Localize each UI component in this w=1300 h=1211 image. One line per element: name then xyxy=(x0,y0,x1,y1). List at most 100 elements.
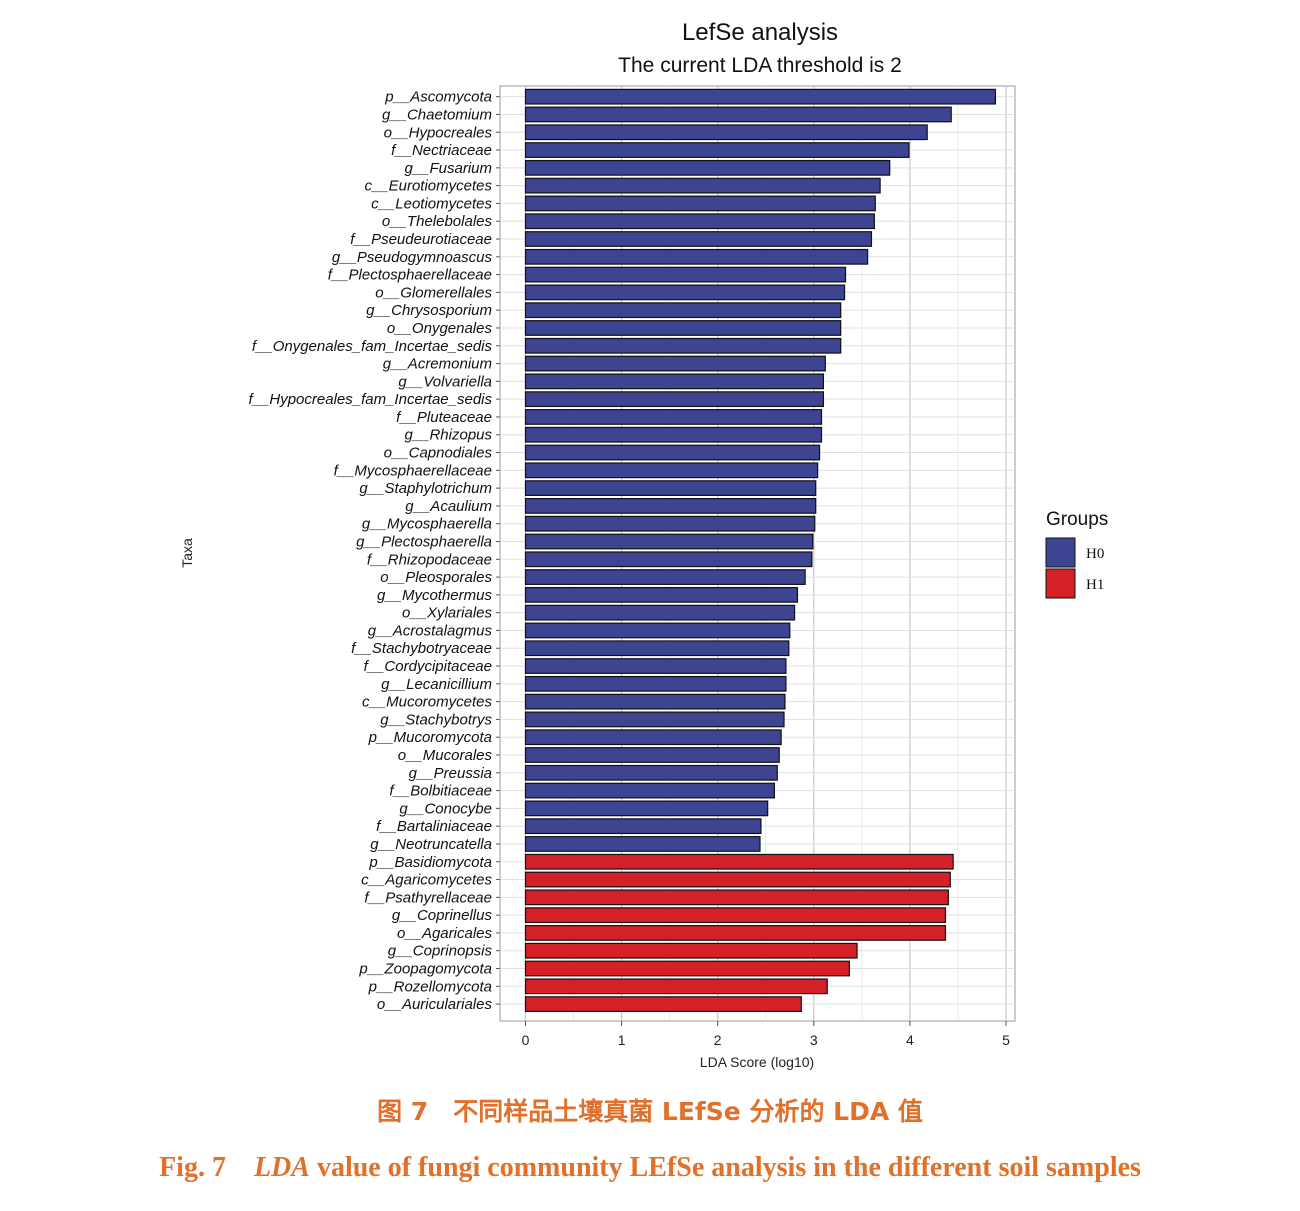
bar xyxy=(524,337,842,354)
bar xyxy=(524,729,782,746)
taxa-label: f__Rhizopodaceae xyxy=(367,551,492,568)
taxa-label: f__Psathyrellaceae xyxy=(364,889,492,906)
taxa-label: g__Chaetomium xyxy=(382,106,492,123)
bar xyxy=(524,996,802,1012)
legend-swatch-h0 xyxy=(1045,537,1076,568)
y-axis-label: Taxa xyxy=(179,538,195,568)
bar xyxy=(524,302,842,319)
bar xyxy=(524,604,796,621)
taxa-label: f__Mycosphaerellaceae xyxy=(334,462,492,479)
taxa-label: c__Leotiomycetes xyxy=(371,195,492,212)
x-tick-label: 0 xyxy=(522,1032,530,1048)
bar xyxy=(524,836,761,852)
bar xyxy=(524,711,785,728)
taxa-label: o__Xylariales xyxy=(402,605,493,622)
bar xyxy=(524,480,817,497)
bar xyxy=(524,124,928,141)
bar xyxy=(524,195,876,212)
bar xyxy=(524,142,910,158)
taxa-labels: p__Ascomycotag__Chaetomiumo__Hypocreales… xyxy=(249,89,500,1013)
bar xyxy=(524,284,846,301)
taxa-label: g__Conocybe xyxy=(399,800,492,817)
taxa-label: g__Acaulium xyxy=(405,498,492,515)
bar xyxy=(524,266,847,283)
x-tick-label: 5 xyxy=(1002,1032,1010,1048)
bar xyxy=(524,871,951,888)
bar xyxy=(524,978,828,995)
bar xyxy=(524,88,997,105)
taxa-label: c__Eurotiomycetes xyxy=(364,178,492,195)
bar xyxy=(524,640,790,657)
bar xyxy=(524,551,813,568)
bar xyxy=(524,675,787,692)
bar xyxy=(524,747,780,763)
x-ticks: 0 1 2 3 4 5 xyxy=(522,1021,1010,1048)
bar xyxy=(524,622,791,639)
bar xyxy=(524,853,954,870)
bar xyxy=(524,907,947,924)
taxa-label: p__Rozellomycota xyxy=(368,978,492,995)
taxa-label: f__Plectosphaerellaceae xyxy=(328,267,492,284)
bars xyxy=(524,88,997,1012)
bar xyxy=(524,213,875,230)
chart-subtitle: The current LDA threshold is 2 xyxy=(618,54,902,77)
taxa-label: g__Preussia xyxy=(409,765,492,782)
bar xyxy=(524,693,786,710)
bar xyxy=(524,658,787,674)
bar xyxy=(524,960,850,977)
taxa-label: o__Hypocreales xyxy=(384,124,493,141)
caption-english-rest: value of fungi community LEfSe analysis … xyxy=(309,1152,1141,1183)
bar xyxy=(524,373,825,390)
bar xyxy=(524,782,775,799)
legend-title: Groups xyxy=(1046,509,1108,530)
taxa-label: g__Pseudogymnoascus xyxy=(332,249,493,266)
legend-label-h0: H0 xyxy=(1086,546,1104,562)
taxa-label: o__Thelebolales xyxy=(382,213,493,230)
taxa-label: o__Agaricales xyxy=(397,925,493,942)
caption-english-lda: LDA xyxy=(253,1152,310,1183)
taxa-label: p__Ascomycota xyxy=(384,89,492,106)
bar xyxy=(524,391,825,408)
taxa-label: p__Basidiomycota xyxy=(368,854,492,871)
taxa-label: o__Glomerellales xyxy=(375,284,492,301)
taxa-label: g__Mycothermus xyxy=(377,587,493,604)
chart-title: LefSe analysis xyxy=(682,19,838,46)
taxa-label: f__Nectriaceae xyxy=(391,142,492,159)
bar xyxy=(524,231,873,247)
bar xyxy=(524,515,816,532)
taxa-label: g__Mycosphaerella xyxy=(362,516,492,533)
x-tick-label: 2 xyxy=(714,1032,722,1048)
bar xyxy=(524,942,858,959)
bar xyxy=(524,586,799,603)
taxa-label: g__Coprinellus xyxy=(392,907,493,924)
taxa-label: g__Rhizopus xyxy=(404,427,492,444)
taxa-label: g__Acrostalagmus xyxy=(368,622,493,639)
bar xyxy=(524,444,821,461)
caption-english: Fig. 7 LDA value of fungi community LEfS… xyxy=(0,1145,1300,1185)
bar xyxy=(524,177,881,194)
legend-label-h1: H1 xyxy=(1086,577,1104,593)
bar xyxy=(524,818,762,835)
taxa-label: f__Bartaliniaceae xyxy=(376,818,492,835)
taxa-label: f__Pluteaceae xyxy=(396,409,492,426)
taxa-label: g__Lecanicillium xyxy=(381,676,492,693)
taxa-label: f__Stachybotryaceae xyxy=(351,640,492,657)
taxa-label: f__Pseudeurotiaceae xyxy=(350,231,492,248)
taxa-label: f__Onygenales_fam_Incertae_sedis xyxy=(252,338,493,355)
taxa-label: g__Fusarium xyxy=(404,160,492,177)
taxa-label: f__Bolbitiaceae xyxy=(389,783,492,800)
taxa-label: g__Acremonium xyxy=(383,356,492,373)
legend-swatch-h1 xyxy=(1045,568,1076,599)
taxa-label: c__Mucoromycetes xyxy=(362,694,493,711)
bar xyxy=(524,409,823,425)
taxa-label: g__Stachybotrys xyxy=(380,711,492,728)
taxa-label: g__Plectosphaerella xyxy=(356,533,492,550)
taxa-label: o__Mucorales xyxy=(398,747,493,764)
bar xyxy=(524,106,952,123)
bar xyxy=(524,800,769,817)
caption-chinese: 图 7 不同样品土壤真菌 LEfSe 分析的 LDA 值 xyxy=(377,1097,923,1126)
legend: Groups H0 H1 xyxy=(1045,509,1108,599)
taxa-label: g__Staphylotrichum xyxy=(359,480,492,497)
taxa-label: p__Mucoromycota xyxy=(368,729,492,746)
